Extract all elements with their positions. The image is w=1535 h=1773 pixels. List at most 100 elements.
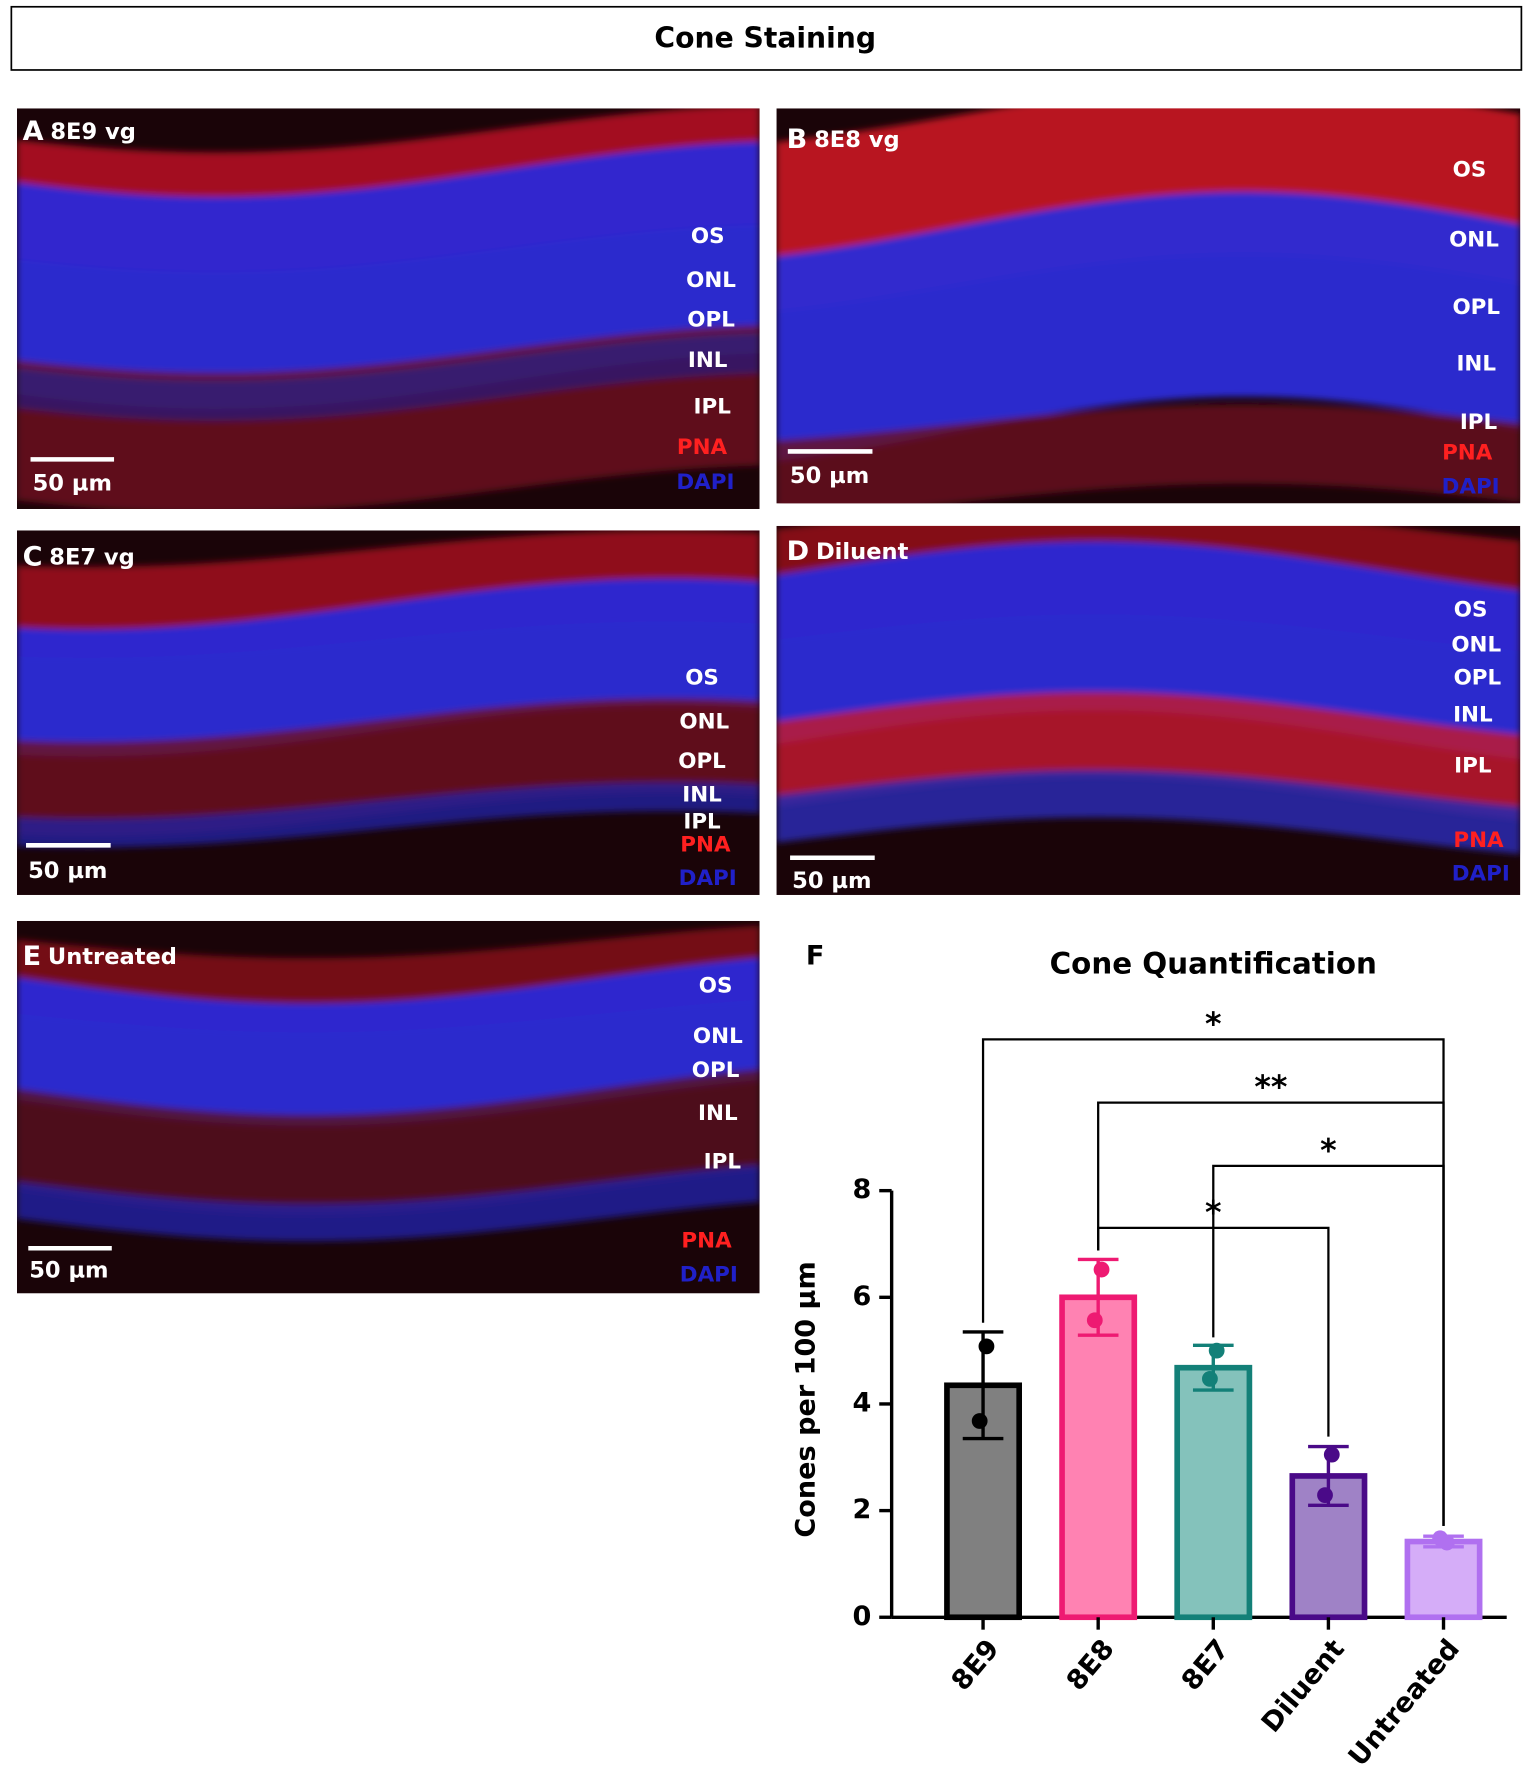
layer-label: IPL <box>1460 410 1498 435</box>
data-point <box>971 1413 988 1429</box>
tissue-layer <box>16 333 760 421</box>
tissue-layer <box>16 698 760 837</box>
panel-label: 8E9 vg <box>50 119 136 145</box>
x-tick-label: Untreated <box>1343 1634 1466 1773</box>
panel-label: Diluent <box>816 538 909 564</box>
panel-letter: F <box>806 941 825 972</box>
layer-label: INL <box>1456 352 1496 377</box>
tissue-layer <box>16 1164 760 1242</box>
micrograph <box>16 530 760 895</box>
layer-label: OS <box>685 665 719 690</box>
micrograph-bands <box>16 108 760 509</box>
layer-label: OS <box>1453 157 1487 182</box>
data-point <box>978 1338 995 1355</box>
layer-label: ONL <box>679 709 729 734</box>
tissue-layer <box>16 957 760 1126</box>
tissue-layer <box>16 577 760 757</box>
tissue-layer <box>16 781 760 848</box>
data-point <box>1317 1487 1333 1504</box>
x-tick-label: 8E7 <box>1176 1634 1236 1697</box>
chart-title: Cone Quantification <box>1050 946 1377 980</box>
stain-label: PNA <box>681 1228 732 1253</box>
layer-label: INL <box>682 783 722 808</box>
micrograph <box>776 108 1521 504</box>
micrograph <box>16 920 760 1294</box>
panel-letter: D <box>787 535 809 566</box>
y-axis-label: Cones per 100 µm <box>791 1261 822 1537</box>
significance-bracket <box>1212 1164 1445 1526</box>
layer-label: IPL <box>694 394 732 419</box>
panel-title: B 8E8 vg <box>787 123 900 154</box>
bar <box>1059 1294 1138 1621</box>
y-tick-label: 6 <box>852 1281 871 1312</box>
significance-label: * <box>1205 1195 1222 1231</box>
tissue-layer <box>776 769 1521 855</box>
micrograph-bands <box>16 530 760 848</box>
tissue-layer <box>776 404 1521 504</box>
layer-label: IPL <box>683 810 721 835</box>
x-tick-label: Diluent <box>1256 1634 1351 1739</box>
layer-label: ONL <box>686 268 736 293</box>
data-point <box>1086 1312 1103 1329</box>
micrograph-bands <box>776 108 1521 504</box>
panel-title: C 8E7 vg <box>23 541 135 572</box>
x-tick-label: 8E9 <box>946 1634 1006 1697</box>
header-box <box>10 5 1523 71</box>
layer-label: INL <box>688 348 728 373</box>
data-point <box>1323 1446 1340 1463</box>
layer-label: IPL <box>704 1149 742 1174</box>
layer-label: OS <box>691 224 725 249</box>
layer-label: INL <box>1453 703 1493 728</box>
stain-label: PNA <box>677 435 728 460</box>
layer-label: ONL <box>1451 633 1501 658</box>
layer-label: OPL <box>1454 665 1502 690</box>
layer-label: OPL <box>1452 295 1500 320</box>
y-tick-label: 0 <box>852 1601 871 1632</box>
tissue-layer <box>16 1068 760 1216</box>
figure-title: Cone Staining <box>654 22 876 55</box>
stain-label: DAPI <box>680 1262 738 1287</box>
panel-letter: C <box>23 541 43 572</box>
micrograph <box>16 108 760 509</box>
micrograph-bands <box>16 925 760 1242</box>
layer-label: ONL <box>693 1024 743 1049</box>
tissue-layer <box>776 191 1521 461</box>
data-point <box>1202 1370 1218 1387</box>
y-tick-label: 4 <box>852 1387 871 1418</box>
layer-label: OS <box>1454 598 1488 623</box>
panel-letter: E <box>23 941 42 972</box>
scale-bar-label: 50 µm <box>790 463 869 489</box>
layer-label: OPL <box>687 308 735 333</box>
panel-label: 8E8 vg <box>814 126 900 152</box>
micrograph <box>776 525 1521 895</box>
panel-label: 8E7 vg <box>49 544 135 570</box>
layer-label: OPL <box>692 1058 740 1083</box>
panel-title: D Diluent <box>787 535 909 566</box>
data-point <box>1208 1342 1225 1359</box>
data-point <box>1093 1261 1110 1278</box>
panel-title: A 8E9 vg <box>23 116 136 147</box>
stain-label: DAPI <box>676 470 734 495</box>
stain-label: DAPI <box>1442 475 1500 500</box>
layer-label: ONL <box>1449 227 1499 252</box>
stain-label: PNA <box>1453 828 1504 853</box>
bar <box>1174 1364 1253 1621</box>
significance-bracket <box>1097 1226 1330 1437</box>
bar <box>1404 1538 1483 1621</box>
scale-bar-label: 50 µm <box>28 858 107 884</box>
panel-label: Untreated <box>48 944 177 970</box>
layer-label: IPL <box>1454 753 1492 778</box>
stain-label: DAPI <box>1452 862 1510 887</box>
layer-label: OS <box>699 973 733 998</box>
scale-bar-label: 50 µm <box>792 868 871 894</box>
scale-bar-label: 50 µm <box>29 1257 108 1283</box>
stain-label: PNA <box>1442 441 1493 466</box>
x-tick-label: 8E8 <box>1061 1634 1121 1697</box>
significance-label: * <box>1205 1007 1222 1043</box>
micrograph-bands <box>776 525 1521 855</box>
panel-letter: B <box>787 123 808 154</box>
stain-label: DAPI <box>679 866 737 891</box>
layer-label: OPL <box>678 749 726 774</box>
significance-label: * <box>1320 1133 1337 1169</box>
